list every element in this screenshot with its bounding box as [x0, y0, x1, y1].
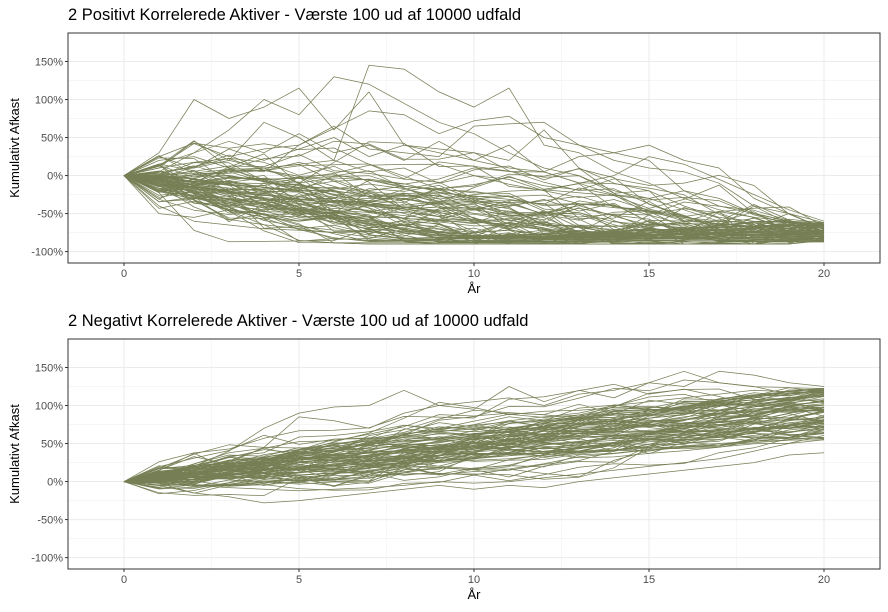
chart-panel-positive: 2 Positivt Korrelerede Aktiver - Værste …: [7, 6, 881, 296]
series-line: [123, 142, 825, 240]
series-line: [123, 393, 825, 482]
chart-title: 2 Negativt Korrelerede Aktiver - Værste …: [68, 312, 529, 330]
chart-title: 2 Positivt Korrelerede Aktiver - Værste …: [68, 6, 522, 24]
series-line: [124, 175, 825, 245]
y-tick-label: 100%: [35, 95, 63, 107]
series-line: [123, 110, 825, 230]
series-line: [123, 137, 825, 222]
series-line: [123, 406, 825, 482]
series-line: [123, 417, 825, 482]
y-tick-label: 150%: [35, 363, 63, 375]
series-line: [123, 168, 825, 227]
y-tick-label: -50%: [37, 209, 63, 221]
series-line: [123, 174, 825, 229]
series-line: [123, 396, 825, 482]
x-tick-label: 10: [468, 268, 480, 280]
series-line: [123, 167, 825, 237]
y-tick-label: 0%: [47, 171, 63, 183]
series-line: [123, 425, 825, 484]
series-line: [123, 76, 825, 228]
series-line: [123, 439, 825, 492]
series-line: [123, 406, 825, 482]
series-line: [123, 430, 825, 491]
x-axis-label: År: [468, 587, 482, 602]
series-line: [123, 401, 825, 487]
series-line: [123, 410, 825, 482]
series-line: [123, 162, 825, 239]
series-line: [123, 391, 825, 482]
y-tick-label: -50%: [37, 515, 63, 527]
series-line: [123, 428, 825, 483]
series-line: [123, 387, 825, 482]
series-line: [123, 175, 825, 233]
series-line: [123, 390, 825, 482]
x-tick-label: 20: [818, 268, 830, 280]
series-line: [123, 170, 825, 235]
series-line: [123, 414, 825, 489]
chart-svg: 0 5 10 15 20 -100% -50% 0% 50% 100% 150% År Kumulati…: [7, 32, 881, 296]
series-line: [123, 422, 825, 490]
series-line: [123, 417, 825, 482]
series-line: [123, 416, 825, 486]
series-line: [123, 388, 825, 482]
x-tick-label: 0: [121, 574, 127, 586]
series-line: [123, 174, 825, 241]
series-line: [123, 370, 825, 482]
y-tick-label: -100%: [31, 247, 63, 259]
x-tick-label: 5: [296, 574, 302, 586]
series-line: [123, 402, 825, 482]
y-tick-label: 50%: [41, 133, 63, 145]
y-tick-label: 0%: [47, 477, 63, 489]
x-tick-label: 5: [296, 268, 302, 280]
y-axis-label: Kumulativt Afkast: [7, 98, 22, 198]
series-line: [123, 175, 825, 245]
y-tick-label: 150%: [35, 57, 63, 69]
axes: 0 5 10 15 20 -100% -50% 0% 50% 100% 150% År Kumulati…: [7, 363, 830, 602]
series-group: [123, 64, 825, 245]
series-line: [123, 157, 825, 239]
y-tick-label: -100%: [31, 553, 63, 565]
x-tick-label: 15: [643, 268, 655, 280]
series-line: [123, 422, 825, 482]
series-line: [123, 434, 825, 486]
x-tick-label: 15: [643, 574, 655, 586]
series-line: [123, 154, 825, 233]
series-line: [123, 452, 825, 504]
series-line: [123, 64, 825, 224]
axes: 0 5 10 15 20 -100% -50% 0% 50% 100% 150% År Kumulati…: [7, 57, 830, 296]
y-tick-label: 50%: [41, 439, 63, 451]
series-line: [123, 161, 825, 240]
chart-panel-negative: 2 Negativt Korrelerede Aktiver - Værste …: [0, 306, 888, 612]
series-line: [123, 396, 825, 482]
series-line: [123, 175, 825, 230]
series-group: [123, 370, 825, 504]
x-tick-label: 10: [468, 574, 480, 586]
y-tick-label: 100%: [35, 401, 63, 413]
series-line: [123, 419, 825, 482]
y-axis-label: Kumulativt Afkast: [7, 404, 22, 504]
x-tick-label: 20: [818, 574, 830, 586]
series-line: [123, 175, 825, 228]
series-line: [123, 140, 825, 242]
x-tick-label: 0: [121, 268, 127, 280]
chart-svg: 0 5 10 15 20 -100% -50% 0% 50% 100% 150% År Kumulati…: [7, 338, 881, 602]
series-line: [123, 140, 825, 230]
series-line: [123, 175, 825, 242]
series-line: [123, 175, 825, 238]
x-axis-label: År: [468, 281, 482, 296]
series-line: [123, 164, 825, 242]
series-line: [123, 419, 825, 496]
series-line: [123, 175, 825, 240]
series-line: [123, 406, 825, 482]
